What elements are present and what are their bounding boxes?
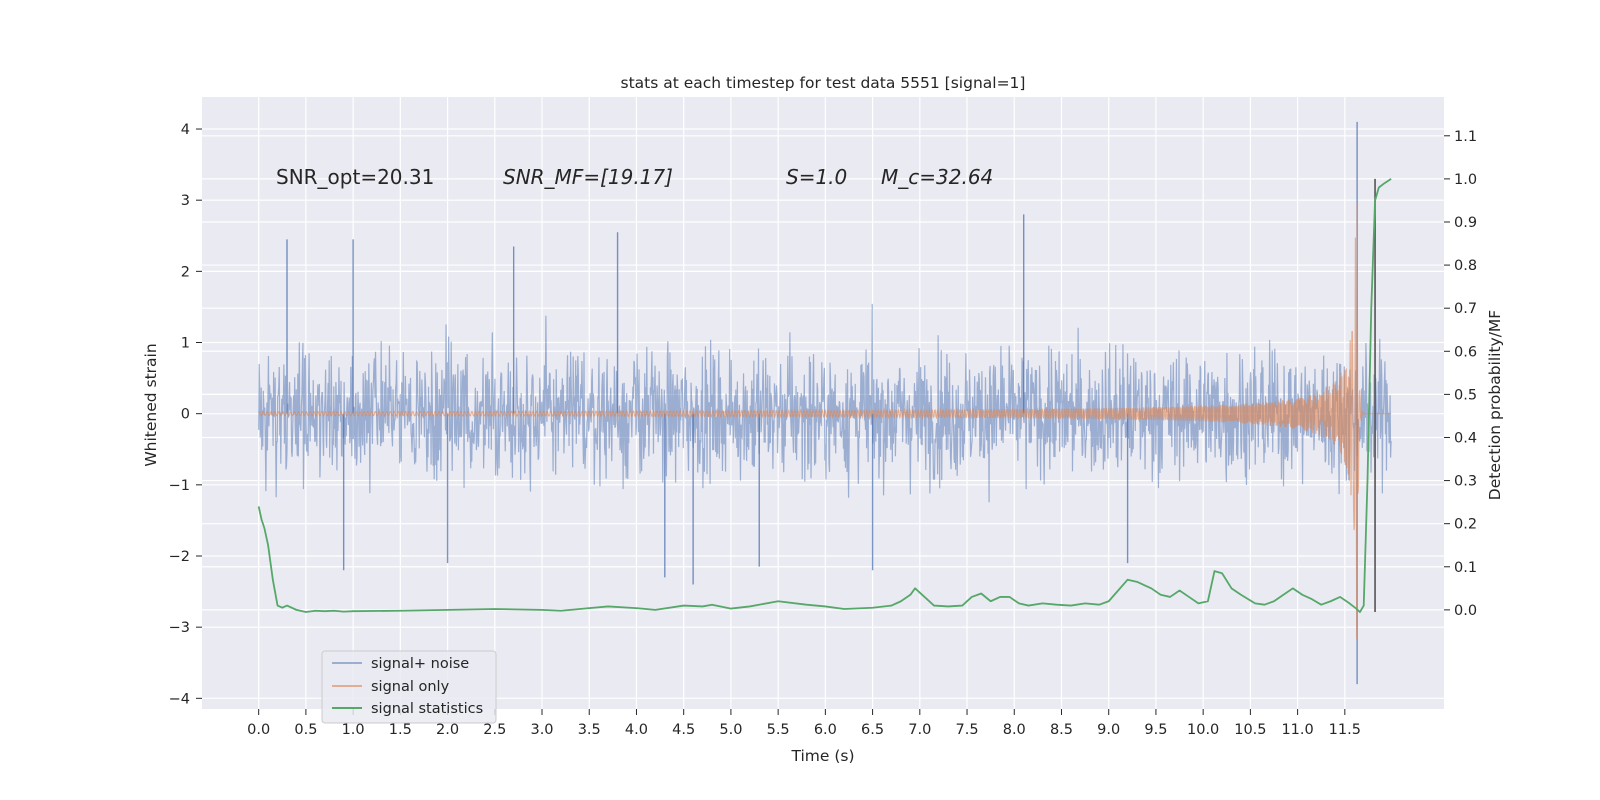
signal-only-series [258,203,1392,640]
y-tick-label-right: 0.3 [1454,474,1477,490]
x-tick-label: 0.0 [247,722,270,738]
x-tick-label: 11.5 [1329,722,1361,738]
y-tick-label-left: 2 [181,264,190,280]
x-tick-label: 5.5 [767,722,790,738]
legend-box [321,650,497,724]
legend-label-signal-plus-noise: signal+ noise [371,656,469,672]
y-tick-label-left: −2 [169,549,190,565]
y-tick-label-left: −4 [169,691,190,707]
x-axis-label: Time (s) [790,747,854,765]
x-tick-label: 6.5 [861,722,884,738]
x-tick-label: 11.0 [1281,722,1313,738]
signal-plus-noise-line [258,303,1392,503]
signal-statistics-line [257,178,1392,613]
x-tick-label: 10.0 [1187,722,1219,738]
x-tick-label: 8.0 [1003,722,1026,738]
annotation-mc: M_c=32.64 [881,165,993,189]
y-tick-label-left: 0 [181,407,190,423]
x-tick-label: 1.5 [389,722,412,738]
x-tick-label: 2.5 [483,722,506,738]
x-tick-label: 2.0 [436,722,459,738]
x-tick-label: 0.5 [294,722,317,738]
annotation-s: S=1.0 [786,165,847,189]
annotation-snr-opt: SNR_opt=20.31 [276,165,434,189]
y-tick-label-right: 0.5 [1454,387,1477,403]
y-tick-label-left: 1 [181,336,190,352]
chart-title: stats at each timestep for test data 555… [621,74,1026,92]
y-tick-label-left: 4 [181,122,190,138]
y-tick-label-left: 3 [181,193,190,209]
x-tick-label: 9.5 [1144,722,1167,738]
y-tick-label-right: 1.1 [1454,129,1477,145]
y-tick-label-right: 0.0 [1454,603,1477,619]
legend-label-signal-only: signal only [371,679,450,695]
x-tick-label: 4.0 [625,722,648,738]
x-tick-label: 9.0 [1097,722,1120,738]
y-tick-label-left: −1 [169,478,190,494]
y-gridlines-right [202,135,1444,611]
y-tick-label-left: −3 [169,620,190,636]
y-tick-label-right: 0.8 [1454,258,1477,274]
x-tick-label: 3.5 [578,722,601,738]
y-tick-label-right: 0.2 [1454,517,1477,533]
y-tick-label-right: 1.0 [1454,172,1477,188]
x-tick-label: 3.0 [530,722,553,738]
y-axis-label: Whitened strain [142,343,160,466]
signal-statistics-series [257,178,1392,613]
signal-only-line [258,203,1392,640]
x-ticks: 0.0 0.5 1.0 1.5 2.0 2.5 3.0 3.5 4.0 4.5 5.0 5.5 6.0 6… [247,709,1361,738]
y-ticks-right: 1.1 1.0 0.9 0.8 0.7 0.6 0.5 0.4 0.3 0.2 0.1 0.0 [1444,129,1477,619]
legend: signal+ noise signal only signal statist… [321,650,497,724]
x-tick-label: 1.0 [342,722,365,738]
legend-label-signal-statistics: signal statistics [371,701,483,717]
y-tick-label-right: 0.7 [1454,301,1477,317]
y-tick-label-right: 0.9 [1454,215,1477,231]
x-tick-label: 5.0 [719,722,742,738]
y-tick-label-right: 0.6 [1454,344,1477,360]
y-tick-label-right: 0.4 [1454,430,1477,446]
x-tick-label: 10.5 [1234,722,1266,738]
annotation-snr-mf: SNR_MF=[19.17] [503,165,673,189]
x-tick-label: 7.0 [908,722,931,738]
x-tick-label: 4.5 [672,722,695,738]
y-ticks-left: 4 3 2 1 0 −1 −2 −3 −4 [169,122,202,707]
y-gridlines-left [202,128,1444,699]
x-tick-label: 6.0 [814,722,837,738]
x-tick-label: 7.5 [956,722,979,738]
y-axis-label-right: Detection probability/MF [1486,310,1504,501]
y-tick-label-right: 0.1 [1454,560,1477,576]
x-tick-label: 8.5 [1050,722,1073,738]
